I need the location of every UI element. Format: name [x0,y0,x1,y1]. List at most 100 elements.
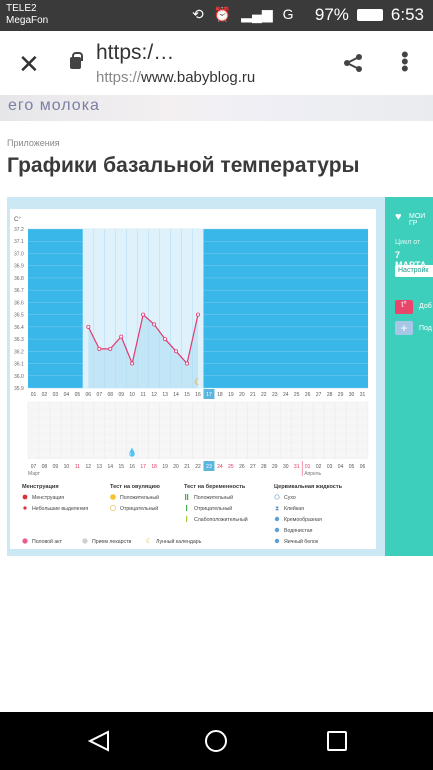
status-icons: ⟲ ⏰ ▂▄▆ G [192,6,294,23]
clock: 6:53 [390,5,424,24]
legend-item: Отрицательный [194,505,232,512]
breadcrumb[interactable]: Приложения [7,138,60,148]
legend-item: Положительный [120,494,159,501]
add-plus-button[interactable]: + [395,321,413,335]
date-label: 28 [261,464,267,470]
date-label: 31 [294,464,300,470]
date-label: 04 [338,464,344,470]
x-tick-label: 24 [283,392,289,398]
temperature-point [163,337,168,342]
date-label: 09 [53,464,59,470]
date-label: 17 [140,464,146,470]
rotate-icon: ⟲ [192,6,204,22]
x-tick-label: 31 [360,392,366,398]
x-tick-label: 26 [305,392,311,398]
ovulation-negative-icon [110,505,116,511]
settings-button[interactable]: Настройк [395,265,433,277]
x-tick-label: 09 [118,392,124,398]
temperature-point [97,346,102,351]
month-label-march: Март [28,471,41,477]
date-label: 05 [349,464,355,470]
pregnancy-positive-icon [187,494,189,500]
legend-item: Менструация [32,495,64,501]
add-plus-label[interactable]: Под [419,325,432,332]
legend-bottom-item: Половой акт [32,538,63,545]
pregnancy-positive-icon [185,494,187,500]
back-icon[interactable] [88,730,110,752]
legend-item: Клейкая [284,505,304,512]
my-charts-label[interactable]: МОИ ГР [409,213,426,227]
legend-item: Слабоположительный [194,516,248,523]
signal-g-icon: G [282,6,294,22]
sex-icon [22,538,28,544]
drop-icon: 💧 [127,447,137,457]
alarm-icon: ⏰ [213,6,232,22]
date-label: 06 [360,464,366,470]
x-tick-label: 08 [107,392,113,398]
x-tick-label: 28 [327,392,333,398]
x-tick-label: 06 [86,392,92,398]
y-tick-label: 36.5 [14,313,24,319]
fluid-sticky-icon: ⧗ [275,506,279,512]
unit-label: C° [14,217,21,223]
add-temperature-label[interactable]: Доб [419,303,432,310]
y-tick-label: 35.9 [14,386,24,392]
x-tick-label: 04 [64,392,70,398]
date-label: 22 [195,464,201,470]
recent-apps-icon[interactable] [327,731,347,751]
x-tick-label: 21 [250,392,256,398]
bbt-chart-svg: C° 37.2 37.1 37.0 36.9 36.8 36.7 36.6 36.5 36.4 36… [10,209,376,549]
date-label: 24 [217,464,223,470]
legend-item: Яичный белок [284,538,319,545]
x-tick-label: 16 [195,392,201,398]
status-bar: TELE2 MegaFon ⟲ ⏰ ▂▄▆ G 97% 6:53 [0,0,433,31]
menstruation-icon [22,494,28,500]
date-label: 01 [305,464,311,470]
x-tick-label: 03 [53,392,59,398]
fluid-dry-icon [274,494,280,500]
temperature-point [195,312,200,317]
x-tick-label: 29 [338,392,344,398]
carrier-label: TELE2 MegaFon [6,3,48,27]
date-label: 29 [272,464,278,470]
temperature-point [141,312,146,317]
x-tick-label: 20 [239,392,245,398]
share-icon[interactable] [343,53,363,73]
notes-area [28,402,368,459]
x-tick-label: 23 [272,392,278,398]
temperature-point [108,346,113,351]
medication-icon [82,538,88,544]
x-tick-label: 18 [217,392,223,398]
y-tick-label: 36.3 [14,337,24,343]
date-label: 16 [129,464,135,470]
x-tick-label: 15 [184,392,190,398]
x-tick-label: 05 [75,392,81,398]
date-label: 20 [173,464,179,470]
battery-icon [356,9,383,21]
x-tick-label: 19 [228,392,234,398]
ad-banner[interactable]: его молока [0,95,433,121]
legend-item: Небольшие выделения [32,506,88,512]
spotting-icon [23,506,27,510]
banner-text: его молока [8,97,100,114]
legend-title: Менструация [22,484,59,490]
more-menu-icon[interactable]: • • • [401,42,409,81]
date-label: 03 [327,464,333,470]
date-label: 15 [118,464,124,470]
url-host: www.babyblog.ru [141,69,256,86]
temperature-point [174,349,179,354]
x-tick-label: 01 [31,392,37,398]
add-temperature-button[interactable]: t° [395,300,413,314]
y-tick-label: 36.2 [14,349,24,355]
page-url[interactable]: https://www.babyblog.ru [96,69,255,86]
date-label: 25 [228,464,234,470]
date-label: 14 [107,464,113,470]
legend-item: Положительный [194,494,233,501]
legend-title: Тест на беременность [184,483,246,490]
x-tick-label: 02 [42,392,48,398]
home-icon[interactable] [205,730,227,752]
close-icon[interactable]: ✕ [18,49,40,79]
y-tick-label: 36.4 [14,325,24,331]
pregnancy-negative-icon [186,505,188,511]
legend-title: Тест на овуляцию [110,484,160,490]
